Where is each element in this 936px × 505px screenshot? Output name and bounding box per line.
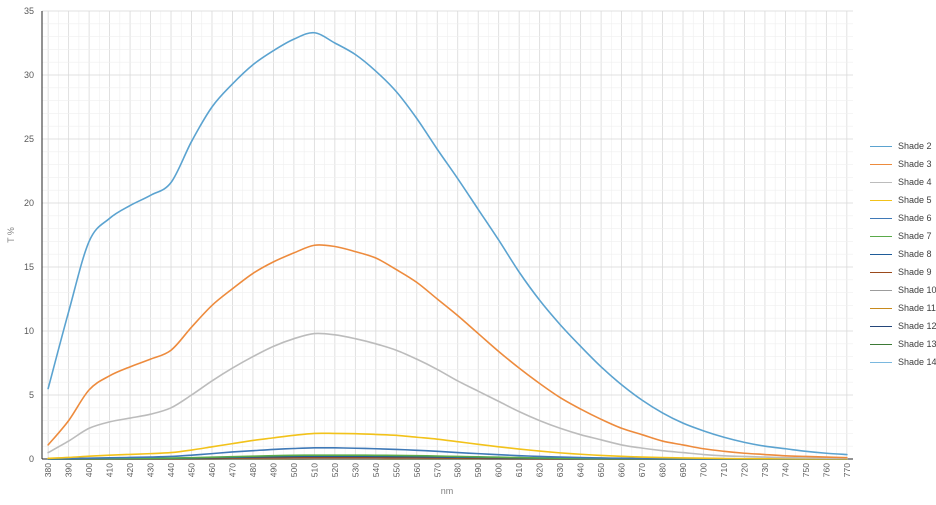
- legend-item-shade-7: Shade 7: [870, 227, 936, 245]
- x-tick-label: 430: [146, 463, 156, 477]
- y-tick-label: 5: [29, 390, 34, 400]
- x-tick-label: 610: [514, 463, 524, 477]
- x-axis-label: nm: [441, 486, 454, 496]
- x-tick-label: 500: [289, 463, 299, 477]
- legend-item-shade-4: Shade 4: [870, 173, 936, 191]
- legend-item-shade-12: Shade 12: [870, 317, 936, 335]
- x-tick-label: 440: [166, 463, 176, 477]
- x-tick-label: 650: [596, 463, 606, 477]
- y-tick-label: 25: [24, 134, 34, 144]
- legend-swatch: [870, 236, 892, 237]
- legend-swatch: [870, 344, 892, 345]
- legend-label: Shade 13: [898, 339, 936, 349]
- x-tick-label: 680: [658, 463, 668, 477]
- x-tick-label: 380: [43, 463, 53, 477]
- legend-swatch: [870, 164, 892, 165]
- legend-item-shade-11: Shade 11: [870, 299, 936, 317]
- x-tick-label: 390: [64, 463, 74, 477]
- legend: Shade 2 Shade 3 Shade 4 Shade 5 Shade 6 Shade…: [870, 137, 936, 371]
- legend-item-shade-2: Shade 2: [870, 137, 936, 155]
- x-tick-label: 560: [412, 463, 422, 477]
- x-tick-label: 730: [760, 463, 770, 477]
- x-tick-label: 690: [678, 463, 688, 477]
- x-tick-label: 620: [535, 463, 545, 477]
- legend-swatch: [870, 200, 892, 201]
- x-tick-label: 630: [555, 463, 565, 477]
- legend-item-shade-13: Shade 13: [870, 335, 936, 353]
- x-tick-label: 580: [453, 463, 463, 477]
- x-tick-label: 490: [268, 463, 278, 477]
- x-tick-label: 640: [576, 463, 586, 477]
- legend-item-shade-5: Shade 5: [870, 191, 936, 209]
- y-tick-label: 20: [24, 198, 34, 208]
- legend-swatch: [870, 362, 892, 363]
- legend-label: Shade 6: [898, 213, 932, 223]
- x-tick-label: 710: [719, 463, 729, 477]
- x-tick-label: 600: [494, 463, 504, 477]
- x-tick-label: 520: [330, 463, 340, 477]
- legend-item-shade-3: Shade 3: [870, 155, 936, 173]
- x-tick-label: 660: [617, 463, 627, 477]
- legend-swatch: [870, 272, 892, 273]
- x-tick-label: 670: [637, 463, 647, 477]
- x-tick-label: 740: [780, 463, 790, 477]
- x-tick-label: 770: [842, 463, 852, 477]
- y-tick-label: 30: [24, 70, 34, 80]
- x-tick-label: 570: [432, 463, 442, 477]
- x-tick-label: 470: [227, 463, 237, 477]
- x-tick-label: 450: [187, 463, 197, 477]
- x-tick-label: 460: [207, 463, 217, 477]
- x-tick-label: 700: [698, 463, 708, 477]
- legend-label: Shade 14: [898, 357, 936, 367]
- legend-label: Shade 2: [898, 141, 932, 151]
- legend-swatch: [870, 182, 892, 183]
- grid: [42, 11, 853, 459]
- y-tick-label: 0: [29, 454, 34, 464]
- legend-swatch: [870, 308, 892, 309]
- legend-item-shade-14: Shade 14: [870, 353, 936, 371]
- legend-item-shade-6: Shade 6: [870, 209, 936, 227]
- x-tick-label: 720: [739, 463, 749, 477]
- legend-swatch: [870, 254, 892, 255]
- legend-label: Shade 7: [898, 231, 932, 241]
- y-tick-label: 15: [24, 262, 34, 272]
- x-tick-label: 480: [248, 463, 258, 477]
- x-tick-label: 590: [473, 463, 483, 477]
- x-tick-label: 530: [350, 463, 360, 477]
- x-tick-label: 550: [391, 463, 401, 477]
- x-tick-label: 410: [105, 463, 115, 477]
- legend-swatch: [870, 218, 892, 219]
- x-tick-label: 540: [371, 463, 381, 477]
- legend-swatch: [870, 290, 892, 291]
- legend-item-shade-10: Shade 10: [870, 281, 936, 299]
- x-tick-label: 750: [801, 463, 811, 477]
- legend-label: Shade 12: [898, 321, 936, 331]
- legend-label: Shade 4: [898, 177, 932, 187]
- y-tick-label: 35: [24, 6, 34, 16]
- legend-label: Shade 9: [898, 267, 932, 277]
- x-tick-label: 760: [821, 463, 831, 477]
- legend-label: Shade 8: [898, 249, 932, 259]
- x-tick-label: 420: [125, 463, 135, 477]
- legend-swatch: [870, 326, 892, 327]
- y-axis-label: T %: [6, 227, 16, 243]
- legend-item-shade-8: Shade 8: [870, 245, 936, 263]
- legend-label: Shade 3: [898, 159, 932, 169]
- x-tick-label: 400: [84, 463, 94, 477]
- legend-label: Shade 5: [898, 195, 932, 205]
- legend-label: Shade 10: [898, 285, 936, 295]
- y-tick-label: 10: [24, 326, 34, 336]
- legend-item-shade-9: Shade 9: [870, 263, 936, 281]
- x-tick-label: 510: [309, 463, 319, 477]
- legend-swatch: [870, 146, 892, 147]
- legend-label: Shade 11: [898, 303, 936, 313]
